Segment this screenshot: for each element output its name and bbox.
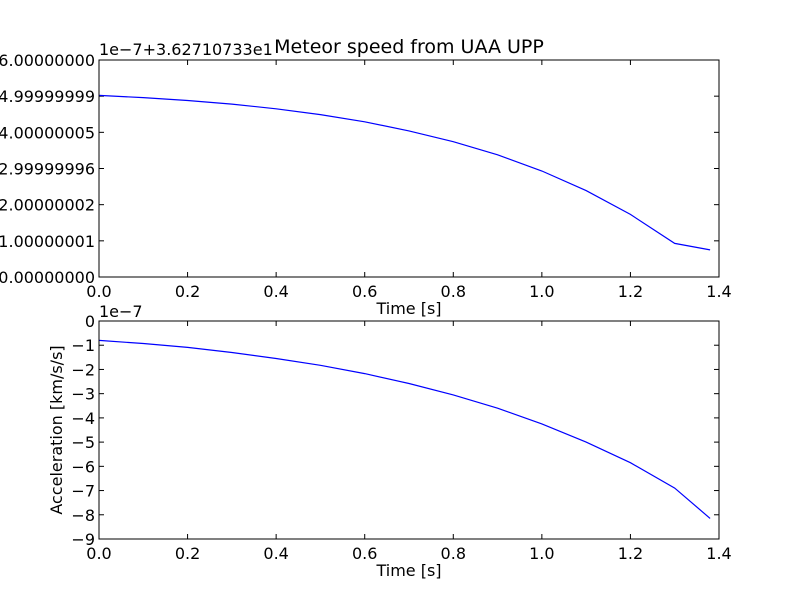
- acceleration-y-tick-label: −6: [71, 457, 95, 476]
- speed-y-tick-label: 2.00000002: [0, 196, 95, 215]
- acceleration-x-tick-label: 0.6: [352, 544, 377, 563]
- acceleration-y-tick-label: −2: [71, 360, 95, 379]
- acceleration-x-axis-label: Time [s]: [375, 561, 441, 580]
- acceleration-x-tick-label: 0.4: [263, 544, 288, 563]
- speed-x-tick-label: 0.6: [352, 282, 377, 301]
- speed-x-tick-label: 0.8: [441, 282, 466, 301]
- acceleration-y-tick-label: −9: [71, 530, 95, 549]
- speed-y-tick-label: 0.00000000: [0, 268, 95, 287]
- speed-series-line: [98, 94, 711, 251]
- acceleration-y-offset-text: 1e−7: [99, 302, 143, 321]
- acceleration-y-tick-label: −8: [71, 506, 95, 525]
- acceleration-y-tick-label: −1: [71, 336, 95, 355]
- acceleration-y-axis-label: Acceleration [km/s/s]: [47, 345, 66, 514]
- speed-x-axis-label: Time [s]: [375, 299, 441, 318]
- speed-x-tick-label: 0.2: [175, 282, 200, 301]
- speed-plot: 0.0 0.2 0.4 0.6 0.8 1.0 1.2 1.4 0.00000000 1.0000…: [0, 36, 732, 318]
- acceleration-y-tick-label: −3: [71, 385, 95, 404]
- speed-plot-marks: 0.0 0.2 0.4 0.6 0.8 1.0 1.2 1.4 0.00000000 1.0000…: [0, 51, 732, 301]
- speed-x-tick-label: 0.4: [263, 282, 288, 301]
- acceleration-plot-marks: 0.0 0.2 0.4 0.6 0.8 1.0 1.2 1.4 −9 −8 −7 −6 −5 −4 −3 −2…: [71, 312, 731, 563]
- acceleration-x-tick-label: 1.2: [618, 544, 643, 563]
- speed-y-tick-label: 6.00000000: [0, 51, 95, 70]
- speed-x-tick-label: 1.4: [706, 282, 731, 301]
- speed-y-tick-label: 4.00000005: [0, 123, 95, 142]
- speed-y-tick-label: 1.00000001: [0, 232, 95, 251]
- speed-x-tick-label: 0.0: [86, 282, 111, 301]
- acceleration-y-tick-label: 0: [85, 312, 95, 331]
- speed-y-offset-text: 1e−7+3.62710733e1: [99, 40, 273, 59]
- speed-y-tick-label: 2.99999996: [0, 160, 95, 179]
- speed-y-tick-label: 4.99999999: [0, 87, 95, 106]
- chart-title: Meteor speed from UAA UPP: [274, 36, 544, 58]
- acceleration-y-tick-label: −4: [71, 409, 95, 428]
- acceleration-x-tick-label: 0.8: [441, 544, 466, 563]
- speed-x-tick-label: 1.2: [618, 282, 643, 301]
- acceleration-plot-frame: [98, 320, 720, 540]
- acceleration-x-tick-label: 1.4: [706, 544, 731, 563]
- acceleration-y-tick-label: −5: [71, 433, 95, 452]
- acceleration-plot: 0.0 0.2 0.4 0.6 0.8 1.0 1.2 1.4 −9 −8 −7 −6 −5 −4 −3 −2…: [47, 302, 732, 580]
- acceleration-series-line: [98, 339, 711, 519]
- acceleration-x-tick-label: 1.0: [529, 544, 554, 563]
- speed-plot-frame: [98, 59, 720, 278]
- acceleration-x-tick-label: 0.0: [86, 544, 111, 563]
- acceleration-x-tick-label: 0.2: [175, 544, 200, 563]
- acceleration-y-tick-label: −7: [71, 482, 95, 501]
- speed-x-tick-label: 1.0: [529, 282, 554, 301]
